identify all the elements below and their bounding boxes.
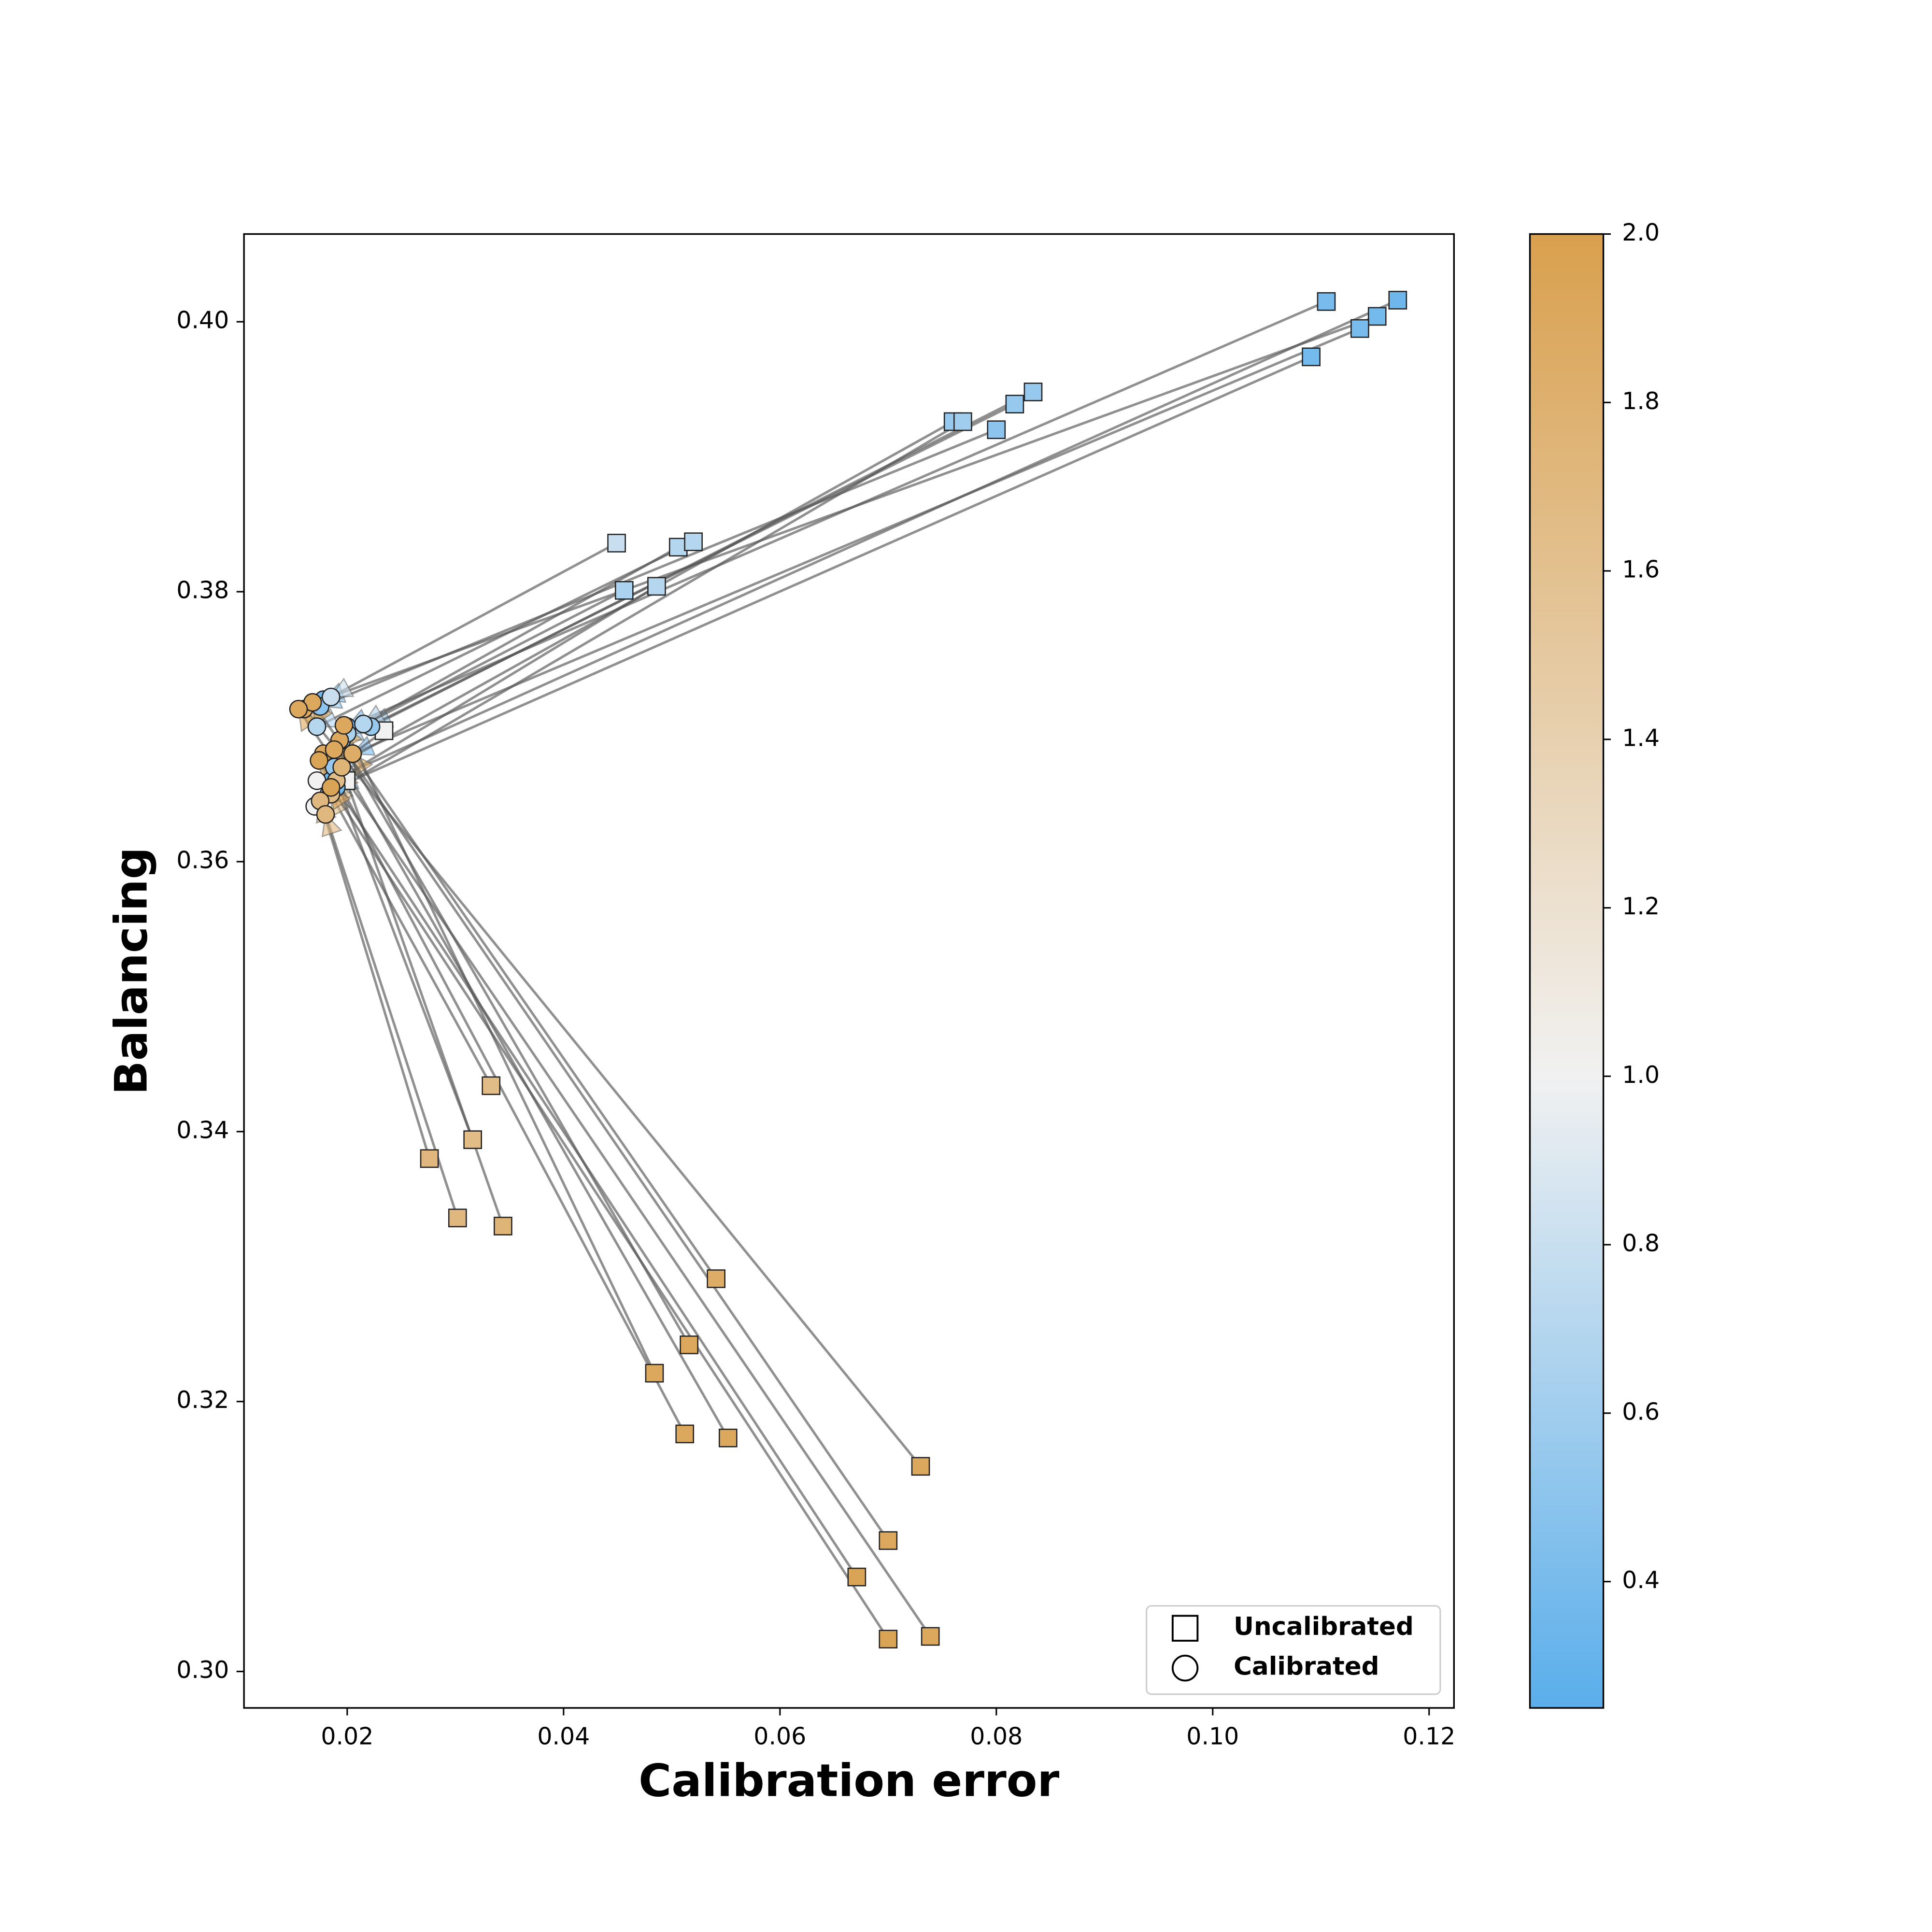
x-tick-label: 0.10 — [1186, 1722, 1239, 1750]
arrow-shaft — [363, 546, 679, 725]
uncalibrated-point — [607, 534, 626, 553]
uncalibrated-point — [448, 1208, 467, 1228]
uncalibrated-point — [1005, 395, 1024, 413]
calibrated-point — [332, 758, 351, 777]
legend-marker — [1171, 1615, 1199, 1642]
uncalibrated-point — [668, 538, 688, 557]
arrow-shaft — [316, 540, 694, 728]
uncalibrated-point — [911, 1457, 930, 1476]
uncalibrated-point — [482, 1076, 501, 1095]
arrow-shaft — [319, 428, 997, 708]
y-tick-label: 0.40 — [176, 307, 229, 334]
calibrated-point — [334, 716, 354, 735]
uncalibrated-point — [680, 1335, 698, 1354]
uncalibrated-point — [718, 1428, 738, 1448]
uncalibrated-point — [1302, 347, 1321, 367]
calibrated-point — [321, 778, 341, 797]
uncalibrated-point — [614, 581, 634, 600]
x-tick-label: 0.06 — [753, 1722, 806, 1750]
calibrated-point — [307, 717, 327, 736]
arrow-shaft — [297, 708, 932, 1637]
arrow-shaft — [352, 327, 1361, 755]
colorbar-tick-label: 1.8 — [1622, 387, 1660, 415]
arrow-shaft — [312, 701, 889, 1542]
uncalibrated-point — [645, 1364, 664, 1383]
legend-label: Uncalibrated — [1234, 1612, 1414, 1641]
arrow-shaft — [322, 753, 686, 1435]
calibrated-point — [316, 805, 335, 824]
x-tick-label: 0.04 — [537, 1722, 590, 1750]
arrow-shaft — [303, 708, 922, 1467]
arrow-shaft — [329, 793, 493, 1087]
calibrated-point — [343, 744, 362, 763]
legend-label: Calibrated — [1234, 1652, 1379, 1681]
uncalibrated-point — [1367, 307, 1387, 326]
uncalibrated-point — [707, 1269, 725, 1288]
legend-box — [1146, 1605, 1441, 1695]
arrows — [297, 299, 1398, 1640]
uncalibrated-point — [675, 1424, 695, 1444]
calibrated-point — [289, 699, 308, 719]
arrow-shaft — [341, 403, 1016, 741]
uncalibrated-point — [879, 1630, 898, 1648]
colorbar-tick-label: 0.4 — [1622, 1566, 1660, 1594]
y-tick-label: 0.30 — [176, 1656, 229, 1684]
uncalibrated-point — [494, 1217, 512, 1236]
arrow-shaft — [336, 355, 1312, 789]
colorbar-tick-label: 2.0 — [1622, 219, 1660, 246]
uncalibrated-point — [420, 1149, 439, 1168]
x-tick-label: 0.02 — [321, 1722, 373, 1750]
uncalibrated-point — [684, 532, 703, 552]
uncalibrated-point — [1023, 383, 1043, 401]
x-tick-label: 0.08 — [970, 1722, 1023, 1750]
uncalibrated-point — [463, 1130, 483, 1149]
calibrated-point — [325, 740, 344, 759]
y-axis-label: Balancing — [105, 847, 157, 1095]
uncalibrated-point — [1388, 291, 1407, 310]
colorbar-tick-label: 1.0 — [1622, 1061, 1660, 1089]
uncalibrated-point — [987, 420, 1006, 440]
calibrated-point — [354, 714, 373, 734]
uncalibrated-point — [647, 577, 666, 596]
arrow-shaft — [351, 753, 717, 1279]
arrow-shaft — [330, 786, 889, 1640]
colorbar-tick-label: 1.4 — [1622, 724, 1660, 752]
colorbar-tick-label: 0.8 — [1622, 1230, 1660, 1257]
colorbar-tick-label: 1.2 — [1622, 893, 1660, 920]
arrow-shaft — [323, 315, 1378, 701]
colorbar-tick-label: 0.6 — [1622, 1398, 1660, 1425]
arrow-shaft — [328, 420, 964, 796]
arrow-shaft — [330, 542, 617, 698]
uncalibrated-point — [879, 1531, 898, 1550]
uncalibrated-point — [847, 1567, 867, 1587]
arrow-shaft — [318, 759, 858, 1578]
arrow-shaft — [342, 724, 656, 1374]
arrow-shaft — [335, 780, 474, 1140]
y-tick-label: 0.32 — [176, 1386, 229, 1414]
uncalibrated-point — [1350, 319, 1369, 338]
plot-frame — [243, 233, 1455, 1709]
arrow-shaft — [330, 299, 1398, 782]
arrow-shaft — [319, 800, 431, 1159]
x-tick-label: 0.12 — [1403, 1722, 1455, 1750]
y-tick-label: 0.38 — [176, 577, 229, 604]
arrow-shaft — [346, 589, 625, 735]
legend-marker — [1171, 1654, 1199, 1682]
colorbar-tick-label: 1.6 — [1622, 556, 1660, 583]
arrow-shaft — [336, 585, 657, 782]
y-tick-label: 0.36 — [176, 846, 229, 874]
x-axis-label: Calibration error — [639, 1755, 1059, 1807]
uncalibrated-point — [1317, 292, 1336, 311]
calibrated-point — [321, 687, 341, 707]
calibrated-point — [310, 751, 328, 770]
uncalibrated-point — [921, 1627, 940, 1646]
colorbar — [1529, 233, 1605, 1709]
uncalibrated-point — [953, 412, 972, 431]
y-tick-label: 0.34 — [176, 1116, 229, 1144]
